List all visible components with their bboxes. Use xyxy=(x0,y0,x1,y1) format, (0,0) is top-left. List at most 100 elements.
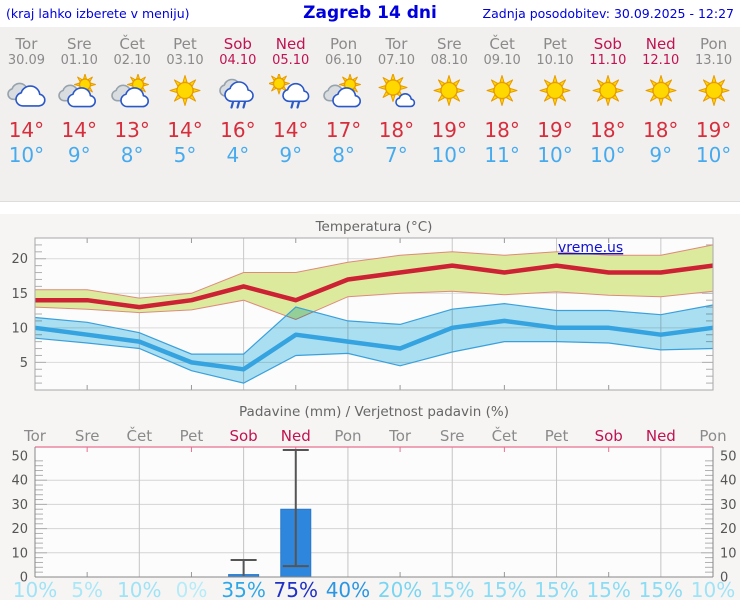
temp-min: 8° xyxy=(120,143,144,167)
temp-y-tick-label: 10 xyxy=(11,321,28,336)
precip-day-label: Sob xyxy=(595,427,623,445)
precip-y-tick-label: 20 xyxy=(720,522,737,537)
forecast-day: Ned 05.10 14° 9° xyxy=(264,27,317,201)
day-date: 10.10 xyxy=(536,53,574,68)
precip-day-label: Ned xyxy=(646,427,676,445)
precip-y-tick-label: 40 xyxy=(720,474,737,489)
sunny-icon xyxy=(581,68,634,114)
precip-probability-label: 10% xyxy=(691,578,735,600)
precip-probability-label: 15% xyxy=(482,578,526,600)
precip-day-label: Sre xyxy=(440,427,465,445)
temp-plot-border xyxy=(34,237,714,391)
precip-whisker xyxy=(282,448,309,568)
temp-max: 18° xyxy=(378,118,415,142)
page-title: Zagreb 14 dni xyxy=(303,3,437,23)
forecast-day: Čet 02.10 13° 8° xyxy=(106,27,159,201)
precip-probability-label: 15% xyxy=(534,578,578,600)
temp-max: 14° xyxy=(8,118,45,142)
sunny-icon xyxy=(159,68,212,114)
watermark-link[interactable]: vreme.us xyxy=(558,240,623,256)
sunny-icon xyxy=(529,68,582,114)
precip-day-label: Tor xyxy=(23,427,47,445)
temp-min: 9° xyxy=(279,143,303,167)
day-date: 01.10 xyxy=(60,53,98,68)
day-name: Pet xyxy=(173,35,197,53)
temp-min: 10° xyxy=(8,143,45,167)
precip-day-label: Ned xyxy=(281,427,311,445)
day-name: Tor xyxy=(385,35,408,53)
temp-min: 7° xyxy=(385,143,408,167)
precip-y-tick-label: 30 xyxy=(11,498,28,513)
temp-max: 19° xyxy=(431,118,467,142)
precip-whisker xyxy=(230,559,257,576)
precip-day-label: Pet xyxy=(180,427,204,445)
precip-probability-label: 20% xyxy=(378,578,422,600)
precip-day-label: Čet xyxy=(127,426,153,445)
temp-y-tick-label: 20 xyxy=(11,252,28,267)
day-date: 09.10 xyxy=(483,53,521,68)
day-date: 03.10 xyxy=(166,53,204,68)
max-temp-band xyxy=(35,244,713,320)
precip-probability-label: 10% xyxy=(13,578,57,600)
day-date: 05.10 xyxy=(272,53,310,68)
precip-probability-label: 15% xyxy=(430,578,474,600)
sun-rain-icon xyxy=(264,68,317,114)
day-date: 04.10 xyxy=(219,53,257,68)
mostly-sunny-icon xyxy=(370,68,423,114)
precipitation-chart: 0 0 10 10 20 20 30 30 40 40 50 50 Padavine (mm) / Ve… xyxy=(11,404,737,600)
precip-chart-title: Padavine (mm) / Verjetnost padavin (%) xyxy=(239,404,509,420)
day-date: 12.10 xyxy=(642,53,680,68)
day-name: Pon xyxy=(699,35,728,53)
precip-day-label: Pet xyxy=(545,427,569,445)
precip-day-label: Pon xyxy=(699,427,726,445)
precip-probability-label: 35% xyxy=(221,578,265,600)
temp-chart-title: Temperatura (°C) xyxy=(315,219,433,235)
precip-day-label: Pon xyxy=(334,427,361,445)
forecast-day: Pet 03.10 14° 5° xyxy=(159,27,212,201)
temperature-chart: 5 10 15 20 Temperatura (°C) vreme.us xyxy=(11,219,714,391)
precip-y-tick-label: 10 xyxy=(720,546,737,561)
day-name: Čet xyxy=(489,35,515,53)
forecast-day: Pet 10.10 19° 10° xyxy=(529,27,582,201)
precip-probability-label: 40% xyxy=(326,578,370,600)
forecast-strip: Tor 30.09 14° 10° Sre 01.10 14° 9° Čet 02.10 13° 8°… xyxy=(0,27,740,202)
temp-y-tick-label: 5 xyxy=(20,356,28,371)
charts-section: 5 10 15 20 Temperatura (°C) vreme.us 0 0 10 10 20… xyxy=(0,214,740,600)
partly-cloudy-icon xyxy=(53,68,106,114)
temp-max: 19° xyxy=(695,118,732,142)
place-hint: (kraj lahko izberete v meniju) xyxy=(6,6,190,21)
temp-min: 10° xyxy=(537,143,573,167)
forecast-day: Ned 12.10 18° 9° xyxy=(634,27,687,201)
forecast-day: Sre 08.10 19° 10° xyxy=(423,27,476,201)
sunny-icon xyxy=(476,68,529,114)
temp-min: 9° xyxy=(649,143,673,167)
temp-max: 13° xyxy=(114,118,150,142)
precip-y-tick-label: 30 xyxy=(720,498,737,513)
precip-probability-label: 15% xyxy=(639,578,683,600)
precip-day-label: Sre xyxy=(75,427,100,445)
precip-plot-area xyxy=(35,447,713,577)
day-name: Ned xyxy=(275,35,306,53)
rain-icon xyxy=(211,68,264,114)
day-date: 13.10 xyxy=(694,53,733,68)
day-name: Sob xyxy=(223,35,252,53)
sunny-icon xyxy=(687,68,740,114)
precip-y-tick-label: 50 xyxy=(11,450,28,465)
forecast-day: Čet 09.10 18° 11° xyxy=(476,27,529,201)
temp-min: 4° xyxy=(226,143,250,167)
max-band-upper-edge xyxy=(35,244,714,299)
day-name: Sob xyxy=(593,35,622,53)
forecast-day: Sob 04.10 16° 4° xyxy=(211,27,264,201)
temp-max: 19° xyxy=(537,118,573,142)
temp-max: 14° xyxy=(61,118,97,142)
day-name: Pon xyxy=(329,35,358,53)
min-band-upper-edge xyxy=(34,302,714,355)
day-name: Ned xyxy=(645,35,676,53)
day-date: 06.10 xyxy=(324,53,363,68)
max-band-lower-edge xyxy=(34,290,714,321)
forecast-day: Pon 06.10 17° 8° xyxy=(317,27,370,201)
precip-y-tick-label: 40 xyxy=(11,474,28,489)
temp-min: 10° xyxy=(590,143,626,167)
min-temp-line xyxy=(34,318,714,372)
day-name: Sre xyxy=(66,35,92,53)
